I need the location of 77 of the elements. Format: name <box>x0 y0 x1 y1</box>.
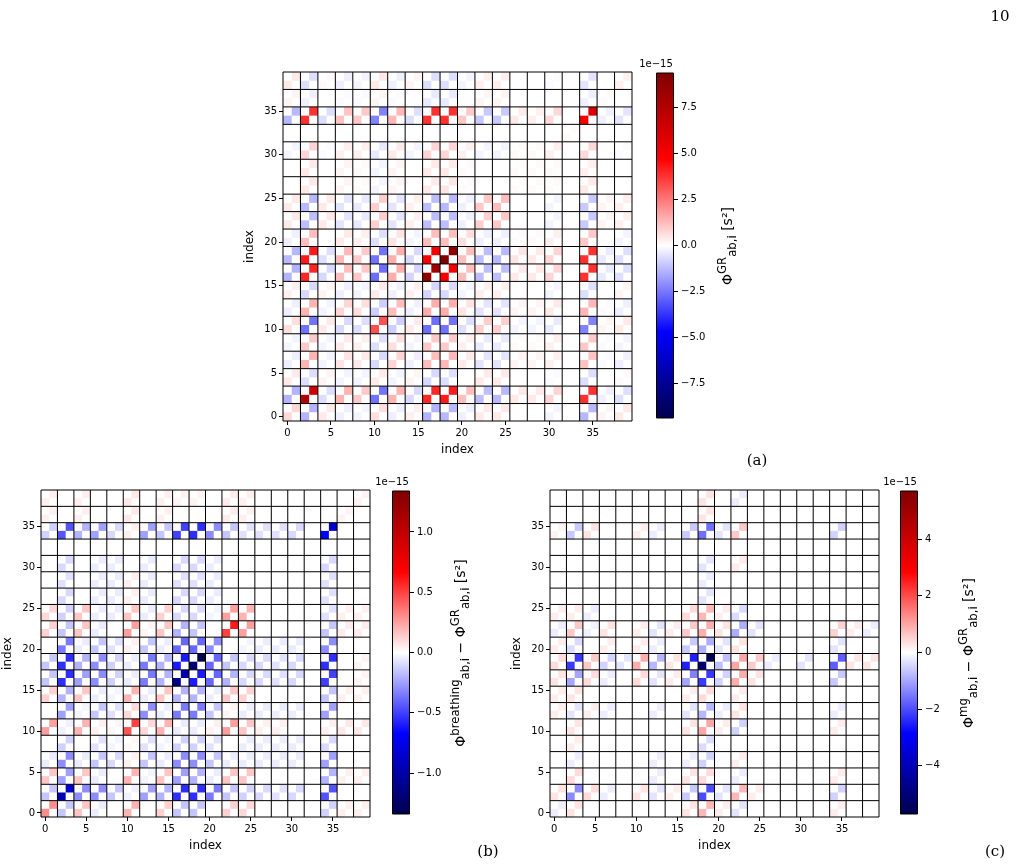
color-bar-label: −4 <box>924 759 940 771</box>
y-axis-title: index <box>0 637 15 670</box>
text: (c) <box>984 842 1006 860</box>
y-tick-label: 0 <box>28 806 35 818</box>
color-bar-label: 0.5 <box>416 585 433 597</box>
y-tick-label: 20 <box>530 643 544 655</box>
x-tick-label: 25 <box>753 822 766 834</box>
x-tick-label: 0 <box>283 426 291 438</box>
x-tick-label: 30 <box>285 822 298 834</box>
x-tick-label: 20 <box>455 426 468 438</box>
color-bar-label: −2.5 <box>680 284 706 296</box>
color-bar-label: −7.5 <box>680 376 706 388</box>
x-tick-label: 5 <box>327 426 334 438</box>
x-tick-label: 0 <box>550 822 557 834</box>
color-bar-label: −0.5 <box>416 706 442 718</box>
x-axis-title: index <box>697 837 731 852</box>
y-tick-label: 25 <box>21 602 35 614</box>
color-bar-label: 4 <box>924 532 932 544</box>
y-axis-title: index <box>509 637 524 670</box>
text: 10 <box>990 7 1010 25</box>
text: 1e−15 <box>375 475 409 487</box>
x-tick-label: 15 <box>670 822 684 834</box>
y-tick-label: 25 <box>263 192 277 204</box>
x-tick-label: 15 <box>411 426 425 438</box>
y-tick-label: 35 <box>263 104 277 116</box>
x-tick-label: 0 <box>41 822 48 834</box>
x-tick-label: 30 <box>794 822 807 834</box>
y-axis-title: index <box>242 230 257 263</box>
color-bar-label: 1.0 <box>416 525 433 537</box>
text: 1e−15 <box>883 475 917 487</box>
x-tick-label: 20 <box>202 822 216 834</box>
color-bar-label: −5.0 <box>680 330 706 342</box>
x-tick-label: 35 <box>326 822 340 834</box>
y-tick-label: 15 <box>263 279 277 291</box>
y-tick-label: 0 <box>537 806 544 818</box>
text: 1e−15 <box>639 57 673 69</box>
color-bar-label: 7.5 <box>680 101 697 113</box>
x-tick-label: 25 <box>498 426 512 438</box>
color-bar-label: −2 <box>924 702 940 714</box>
y-tick-label: 15 <box>530 683 544 695</box>
x-tick-label: 35 <box>835 822 849 834</box>
x-axis-title: index <box>440 441 474 456</box>
y-tick-label: 35 <box>530 520 544 532</box>
y-tick-label: 35 <box>21 520 35 532</box>
y-tick-label: 20 <box>21 643 35 655</box>
x-tick-label: 10 <box>367 426 381 438</box>
color-bar-label: 2.5 <box>680 193 697 205</box>
x-tick-label: 25 <box>244 822 257 834</box>
color-bar-label: 0.0 <box>680 239 697 251</box>
x-tick-label: 20 <box>711 822 725 834</box>
x-tick-label: 35 <box>586 426 599 438</box>
text: (b) <box>477 842 499 860</box>
y-tick-label: 5 <box>270 366 277 378</box>
y-tick-label: 15 <box>21 683 35 695</box>
y-tick-label: 5 <box>28 765 35 777</box>
y-tick-label: 0 <box>270 410 277 422</box>
y-tick-label: 10 <box>21 724 35 736</box>
text: (a) <box>746 451 768 469</box>
y-tick-label: 10 <box>530 724 544 736</box>
color-bar-label: 5.0 <box>680 147 697 159</box>
y-tick-label: 25 <box>530 602 544 614</box>
y-tick-label: 30 <box>21 561 35 573</box>
y-tick-label: 20 <box>263 235 277 247</box>
y-tick-label: 10 <box>263 322 277 334</box>
x-tick-label: 5 <box>82 822 90 834</box>
color-bar-label: 0 <box>924 646 932 658</box>
x-axis-title: index <box>188 837 222 852</box>
y-tick-label: 30 <box>530 561 544 573</box>
color-bar-label: 0.0 <box>416 646 433 658</box>
x-tick-label: 15 <box>161 822 175 834</box>
color-bar-label: 2 <box>924 589 932 601</box>
x-tick-label: 5 <box>591 822 599 834</box>
y-tick-label: 5 <box>537 765 544 777</box>
x-tick-label: 10 <box>120 822 134 834</box>
x-tick-label: 10 <box>629 822 643 834</box>
color-bar-label: −1.0 <box>416 766 442 778</box>
y-tick-label: 30 <box>263 148 277 160</box>
